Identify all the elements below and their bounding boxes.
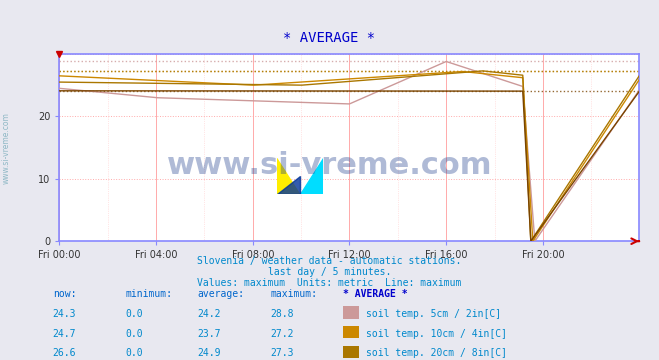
Text: Values: maximum  Units: metric  Line: maximum: Values: maximum Units: metric Line: maxi… [197, 278, 462, 288]
Text: soil temp. 20cm / 8in[C]: soil temp. 20cm / 8in[C] [366, 348, 507, 359]
Polygon shape [277, 158, 300, 194]
Text: www.si-vreme.com: www.si-vreme.com [2, 112, 11, 184]
Text: 23.7: 23.7 [198, 329, 221, 339]
Text: 27.3: 27.3 [270, 348, 294, 359]
Text: Slovenia / weather data - automatic stations.: Slovenia / weather data - automatic stat… [197, 256, 462, 266]
Text: now:: now: [53, 289, 76, 299]
Text: 24.7: 24.7 [53, 329, 76, 339]
Text: 0.0: 0.0 [125, 329, 143, 339]
Text: * AVERAGE *: * AVERAGE * [283, 31, 376, 45]
Text: * AVERAGE *: * AVERAGE * [343, 289, 407, 299]
Text: soil temp. 5cm / 2in[C]: soil temp. 5cm / 2in[C] [366, 309, 501, 319]
Text: maximum:: maximum: [270, 289, 317, 299]
Text: 24.2: 24.2 [198, 309, 221, 319]
Text: average:: average: [198, 289, 244, 299]
Text: 0.0: 0.0 [125, 309, 143, 319]
Text: last day / 5 minutes.: last day / 5 minutes. [268, 267, 391, 277]
Text: 27.2: 27.2 [270, 329, 294, 339]
Text: 28.8: 28.8 [270, 309, 294, 319]
Text: soil temp. 10cm / 4in[C]: soil temp. 10cm / 4in[C] [366, 329, 507, 339]
Polygon shape [277, 176, 300, 194]
Text: 26.6: 26.6 [53, 348, 76, 359]
Text: 24.3: 24.3 [53, 309, 76, 319]
Text: www.si-vreme.com: www.si-vreme.com [167, 151, 492, 180]
Text: 0.0: 0.0 [125, 348, 143, 359]
Text: 24.9: 24.9 [198, 348, 221, 359]
Text: minimum:: minimum: [125, 289, 172, 299]
Polygon shape [300, 158, 323, 194]
